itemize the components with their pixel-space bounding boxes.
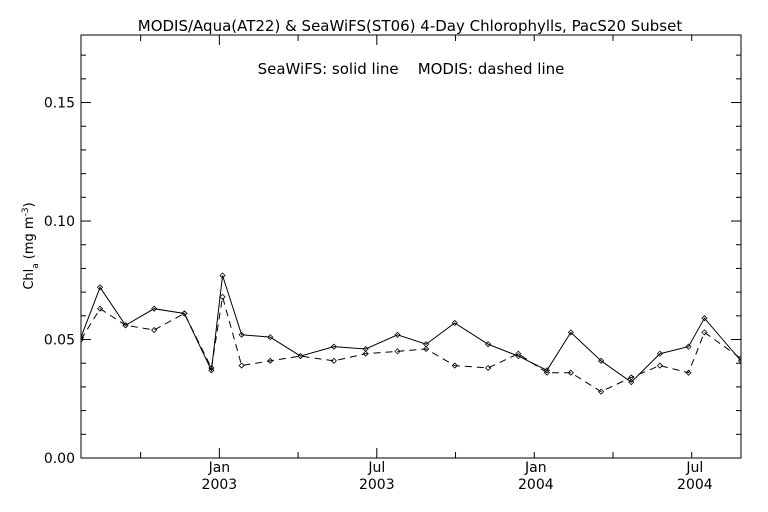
legend-text: SeaWiFS: solid line MODIS: dashed line — [258, 60, 565, 78]
data-point-modis — [181, 310, 188, 317]
data-point-modis — [330, 357, 337, 364]
data-point-seawifs — [97, 284, 104, 291]
y-axis-label: Chla (mg m-3) — [21, 202, 41, 289]
data-point-modis — [567, 369, 574, 376]
data-point-seawifs — [737, 357, 741, 364]
data-point-modis — [451, 362, 458, 369]
data-point-modis — [122, 322, 129, 329]
x-tick-label-month: Jul — [367, 460, 385, 476]
x-tick-label-month: Jan — [524, 460, 547, 476]
data-point-modis — [423, 345, 430, 353]
y-tick-label: 0.10 — [44, 214, 75, 230]
data-point-seawifs — [451, 319, 458, 326]
data-point-modis — [362, 350, 369, 357]
data-point-seawifs — [219, 272, 226, 279]
data-point-modis — [297, 353, 304, 360]
y-label-sup: -3 — [21, 207, 31, 216]
x-tick-label-year: 2004 — [518, 477, 554, 493]
data-point-seawifs — [628, 379, 635, 386]
y-label-units: (mg m — [22, 216, 37, 259]
chart-title: MODIS/Aqua(AT22) & SeaWiFS(ST06) 4-Day C… — [138, 17, 683, 35]
data-point-seawifs — [394, 331, 401, 338]
data-point-seawifs — [330, 343, 337, 350]
data-point-modis — [685, 369, 692, 376]
y-label-chl: Chl — [22, 269, 37, 290]
y-tick-label: 0.15 — [44, 96, 75, 112]
data-point-modis — [597, 388, 605, 395]
x-tick-label-year: 2003 — [359, 477, 395, 493]
y-axis: 0.00 0.05 0.10 0.15 — [44, 54, 741, 467]
series-layer — [81, 272, 741, 395]
data-point-seawifs — [685, 343, 692, 350]
y-label-close: ) — [22, 202, 37, 207]
series-seawifs — [81, 272, 741, 386]
x-tick-label-year: 2003 — [202, 477, 238, 493]
data-point-modis — [151, 326, 158, 334]
series-modis — [81, 293, 741, 395]
y-label-sub: a — [31, 263, 41, 269]
data-point-seawifs — [656, 350, 663, 357]
data-point-modis — [81, 336, 85, 343]
series-line-modis — [81, 296, 741, 393]
data-point-modis — [97, 305, 104, 312]
data-point-modis — [208, 364, 215, 372]
data-point-modis — [656, 362, 663, 369]
data-point-seawifs — [701, 315, 708, 322]
data-point-seawifs — [515, 353, 522, 360]
data-point-modis — [701, 329, 708, 336]
x-tick-label-month: Jul — [685, 460, 703, 476]
data-point-modis — [238, 362, 245, 369]
plot-frame — [80, 34, 742, 459]
y-tick-label: 0.05 — [44, 333, 75, 349]
data-point-modis — [515, 350, 522, 357]
data-point-seawifs — [543, 367, 551, 374]
data-point-seawifs — [208, 367, 215, 374]
data-point-modis — [485, 364, 492, 372]
y-tick-label: 0.00 — [44, 451, 75, 467]
series-line-seawifs — [81, 275, 741, 383]
x-tick-label-year: 2004 — [677, 477, 713, 493]
data-point-seawifs — [267, 334, 274, 341]
data-point-seawifs — [151, 305, 158, 312]
data-point-modis — [219, 293, 226, 300]
data-point-seawifs — [238, 331, 245, 338]
data-point-seawifs — [567, 329, 574, 336]
x-tick-label-month: Jan — [208, 460, 231, 476]
data-point-seawifs — [485, 341, 492, 348]
data-point-modis — [737, 355, 741, 362]
data-point-modis — [267, 357, 274, 364]
data-point-seawifs — [597, 357, 605, 364]
data-point-modis — [628, 374, 635, 381]
data-point-modis — [394, 348, 401, 355]
data-point-modis — [543, 369, 551, 376]
